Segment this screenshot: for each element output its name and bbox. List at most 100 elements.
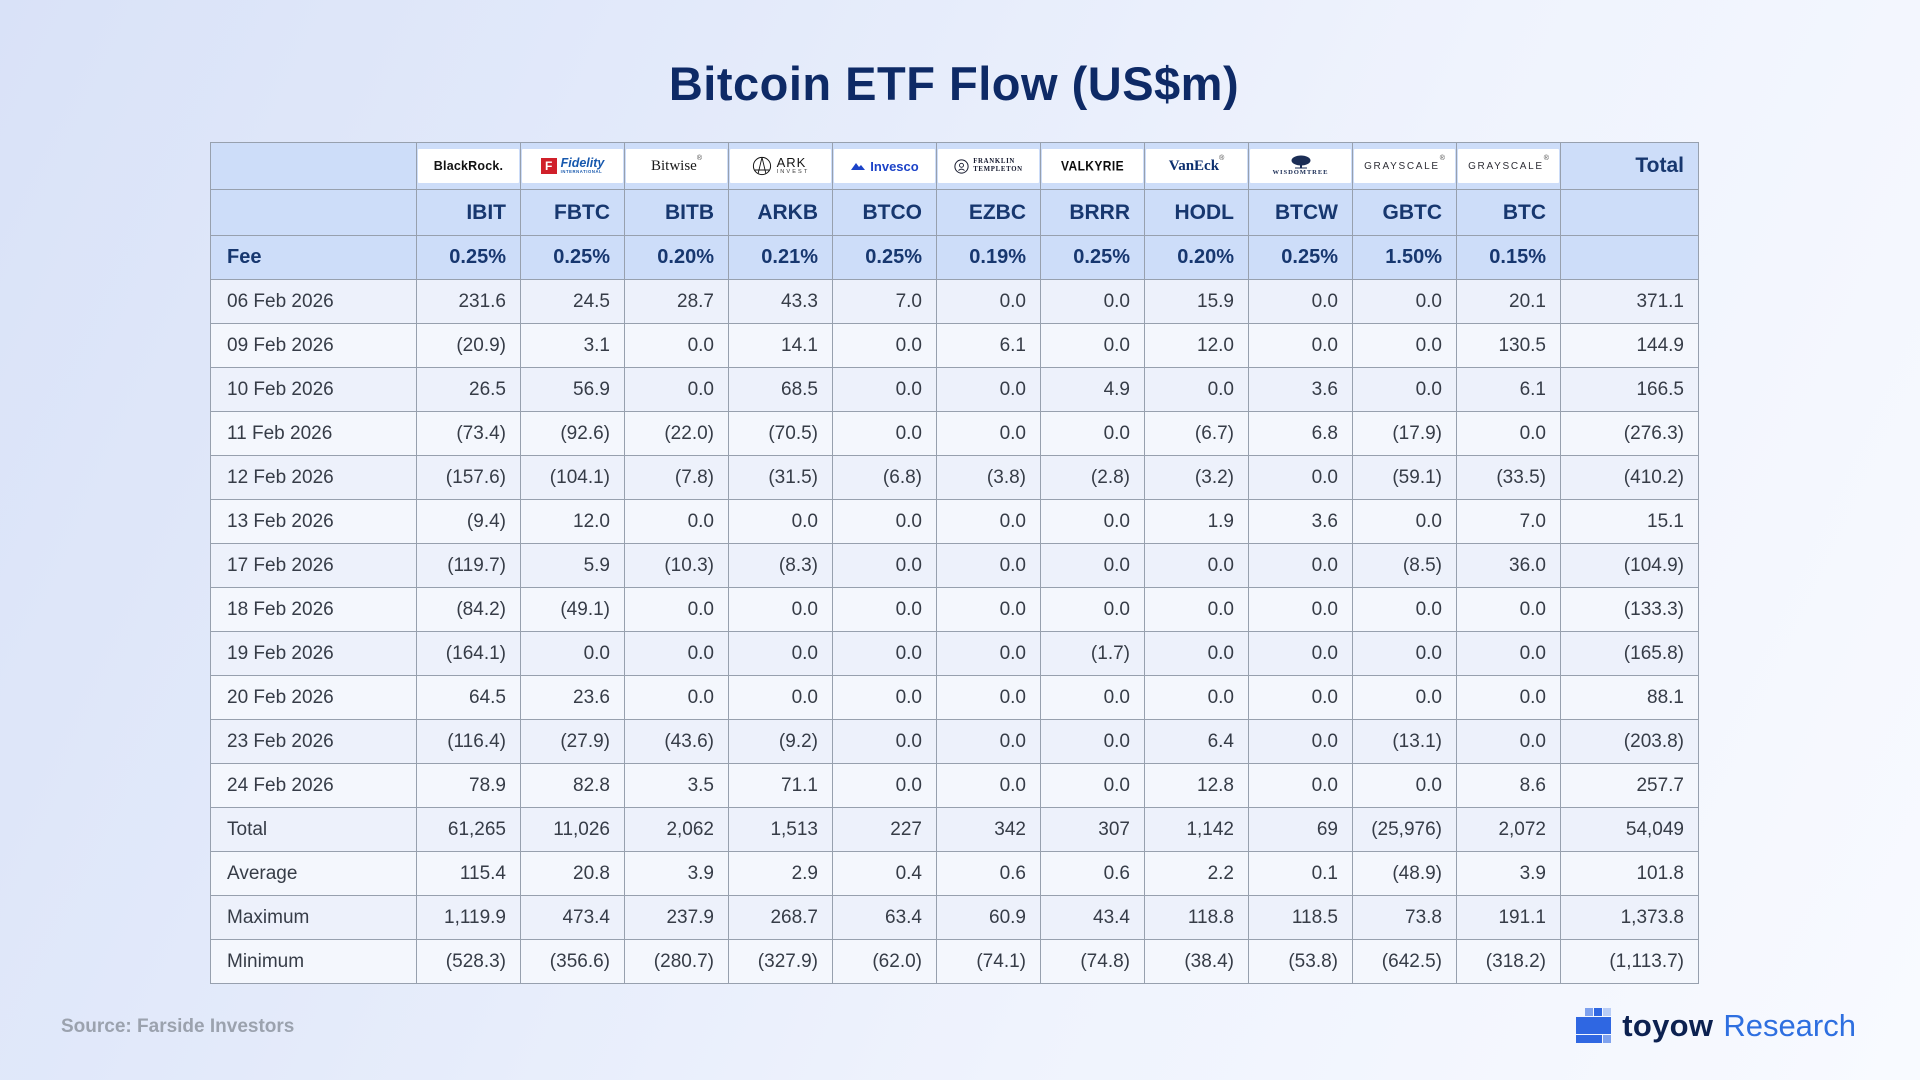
- flow-cell-BTCO: 0.0: [832, 631, 937, 676]
- flow-cell-FBTC: 0.0: [520, 631, 625, 676]
- flow-cell-BRRR: (2.8): [1040, 455, 1145, 500]
- flow-cell-BTCO: 7.0: [832, 279, 937, 324]
- invesco-wordmark: Invesco: [870, 158, 919, 174]
- date-row-label: 06 Feb 2026: [210, 279, 417, 324]
- flow-cell-GBTC: (48.9): [1352, 851, 1457, 896]
- row-total: 54,049: [1560, 807, 1699, 852]
- flow-cell-ARKB: 71.1: [728, 763, 833, 808]
- flow-cell-BTCO: 0.0: [832, 543, 937, 588]
- flow-cell-BRRR: 0.0: [1040, 587, 1145, 632]
- flow-cell-BTCW: 0.0: [1248, 587, 1353, 632]
- flow-cell-ARKB: 68.5: [728, 367, 833, 412]
- flow-cell-EZBC: 0.0: [936, 367, 1041, 412]
- flow-cell-GBTC: (17.9): [1352, 411, 1457, 456]
- row-total: 15.1: [1560, 499, 1699, 544]
- cell: Fidelity: [560, 156, 605, 171]
- flow-cell-HODL: 0.0: [1144, 543, 1249, 588]
- flow-cell-BTCO: 0.0: [832, 367, 937, 412]
- flow-cell-BRRR: 0.0: [1040, 411, 1145, 456]
- flow-cell-BTCO: (62.0): [832, 939, 937, 984]
- invesco-logo-cell: Invesco: [832, 142, 937, 190]
- flow-cell-HODL: (3.2): [1144, 455, 1249, 500]
- flow-cell-GBTC: 0.0: [1352, 323, 1457, 368]
- grayscale-logo-cell: GRAYSCALE ®: [1456, 142, 1561, 190]
- flow-cell-HODL: 12.0: [1144, 323, 1249, 368]
- total-column-header: Total: [1560, 142, 1699, 190]
- wisdomtree-logo-cell: WISDOMTREE: [1248, 142, 1353, 190]
- flow-cell-BTCO: 0.0: [832, 675, 937, 720]
- source-credit: Source: Farside Investors: [61, 1016, 295, 1037]
- flow-cell-IBIT: (20.9): [416, 323, 521, 368]
- flow-cell-ARKB: (9.2): [728, 719, 833, 764]
- flow-cell-FBTC: 5.9: [520, 543, 625, 588]
- fee-BITB: 0.20%: [624, 235, 729, 280]
- valkyrie-wordmark: VALKYRIE: [1061, 157, 1124, 175]
- flow-cell-BTC: (33.5): [1456, 455, 1561, 500]
- flow-cell-BTCO: (6.8): [832, 455, 937, 500]
- flow-cell-FBTC: (356.6): [520, 939, 625, 984]
- flow-cell-BTCO: 63.4: [832, 895, 937, 940]
- flow-cell-EZBC: 60.9: [936, 895, 1041, 940]
- brand-lockup: toyow Research: [1576, 1006, 1856, 1046]
- brand-name: toyow: [1622, 1008, 1714, 1043]
- flow-cell-EZBC: 0.0: [936, 587, 1041, 632]
- flow-cell-GBTC: 0.0: [1352, 499, 1457, 544]
- franklin-wordmark: FRANKLIN TEMPLETON: [973, 158, 1023, 174]
- flow-cell-BITB: 0.0: [624, 367, 729, 412]
- flow-cell-BTC: 0.0: [1456, 719, 1561, 764]
- flow-cell-BTC: 0.0: [1456, 675, 1561, 720]
- invesco-logo: Invesco: [834, 149, 935, 183]
- fee-FBTC: 0.25%: [520, 235, 625, 280]
- flow-cell-EZBC: 0.0: [936, 763, 1041, 808]
- flow-cell-BRRR: 0.0: [1040, 499, 1145, 544]
- flow-cell-HODL: 0.0: [1144, 675, 1249, 720]
- blackrock-wordmark: BlackRock.: [433, 159, 504, 173]
- date-row-label: 23 Feb 2026: [210, 719, 417, 764]
- flow-cell-BITB: 0.0: [624, 675, 729, 720]
- flow-cell-IBIT: (116.4): [416, 719, 521, 764]
- date-row-label: 19 Feb 2026: [210, 631, 417, 676]
- date-row-label: 20 Feb 2026: [210, 675, 417, 720]
- ticker-ARKB: ARKB: [728, 189, 833, 236]
- row-total: (1,113.7): [1560, 939, 1699, 984]
- flow-cell-IBIT: (157.6): [416, 455, 521, 500]
- fee-BRRR: 0.25%: [1040, 235, 1145, 280]
- fidelity-f-icon: F: [540, 158, 557, 174]
- cell: INVEST: [776, 169, 810, 176]
- logo-row: BlackRock. F Fidelity INTERNATIONAL Bitwise ®…: [210, 142, 1699, 190]
- flow-cell-HODL: 1,142: [1144, 807, 1249, 852]
- date-row: 10 Feb 2026 26.5 56.9 0.0 68.5 0.0 0.0 4.9 0.0 3.…: [210, 367, 1699, 412]
- flow-cell-EZBC: 0.6: [936, 851, 1041, 896]
- flow-cell-BTCO: 0.0: [832, 587, 937, 632]
- date-row: 09 Feb 2026 (20.9) 3.1 0.0 14.1 0.0 6.1 0.0 12.0…: [210, 323, 1699, 368]
- date-row: 20 Feb 2026 64.5 23.6 0.0 0.0 0.0 0.0 0.0 0.0 0.0…: [210, 675, 1699, 720]
- flow-cell-BTCO: 0.0: [832, 323, 937, 368]
- flow-cell-EZBC: 0.0: [936, 631, 1041, 676]
- row-total: (104.9): [1560, 543, 1699, 588]
- ark-wordmark: ARK INVEST: [777, 156, 810, 176]
- flow-cell-GBTC: 0.0: [1352, 367, 1457, 412]
- bitwise-wordmark: Bitwise: [650, 157, 697, 174]
- flow-cell-BTCO: 227: [832, 807, 937, 852]
- flow-cell-HODL: 12.8: [1144, 763, 1249, 808]
- flow-cell-ARKB: 0.0: [728, 675, 833, 720]
- flow-cell-FBTC: 20.8: [520, 851, 625, 896]
- flow-cell-HODL: 2.2: [1144, 851, 1249, 896]
- ark-logo-cell: ARK INVEST: [728, 142, 833, 190]
- grayscale-logo: GRAYSCALE ®: [1354, 149, 1455, 183]
- valkyrie-logo: VALKYRIE: [1042, 149, 1143, 183]
- flow-cell-FBTC: (49.1): [520, 587, 625, 632]
- flow-cell-BTC: 0.0: [1456, 411, 1561, 456]
- flow-cell-BTCW: 0.0: [1248, 719, 1353, 764]
- flow-cell-EZBC: 0.0: [936, 719, 1041, 764]
- grayscale-logo: GRAYSCALE ®: [1458, 149, 1559, 183]
- date-row: 17 Feb 2026 (119.7) 5.9 (10.3) (8.3) 0.0 0.0 0.…: [210, 543, 1699, 588]
- flow-cell-IBIT: (84.2): [416, 587, 521, 632]
- brand-suffix: Research: [1723, 1008, 1856, 1043]
- ticker-total-empty-cell: [1560, 189, 1699, 236]
- flow-cell-BITB: (43.6): [624, 719, 729, 764]
- summary-row-label: Average: [210, 851, 417, 896]
- flow-cell-BTCW: 0.0: [1248, 323, 1353, 368]
- flow-cell-EZBC: 0.0: [936, 675, 1041, 720]
